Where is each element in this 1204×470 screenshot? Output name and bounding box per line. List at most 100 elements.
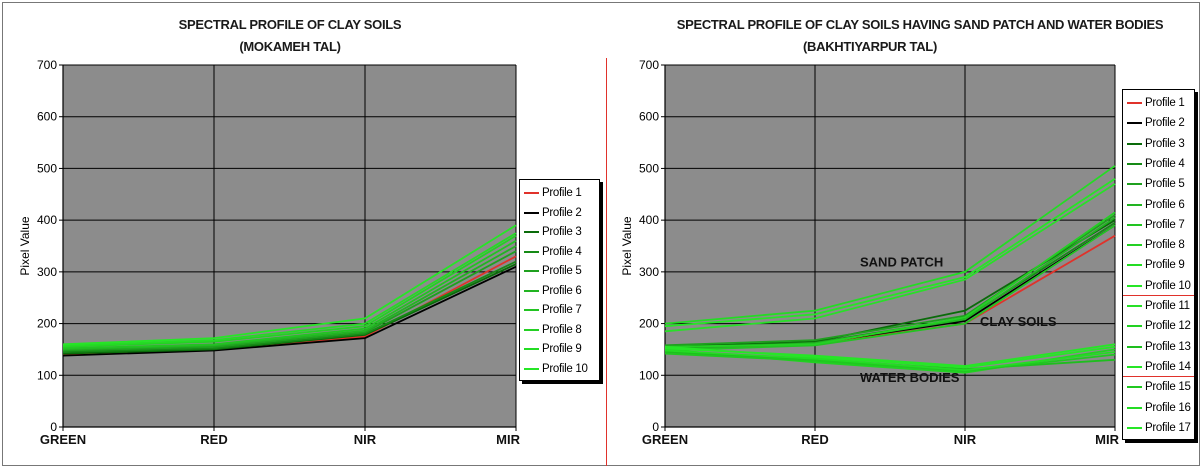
chart-2-legend-label: Profile 3 [1145,137,1185,150]
chart-1-legend: Profile 1 Profile 2 Profile 3 Profile 4 Prof… [519,179,600,381]
chart-1-ylabel: Pixel Value [18,216,32,275]
chart-1-legend-swatch [524,328,539,331]
chart-1-legend-item: Profile 5 [524,261,604,281]
chart-1-series-line-6 [62,245,517,351]
chart-1-legend-label: Profile 10 [542,362,588,375]
chart-2-tick-label-y: 500 [639,161,659,175]
chart-2-legend-label: Profile 9 [1145,259,1185,272]
chart-1-tick-label-x: GREEN [40,432,86,447]
chart-1-legend-item: Profile 2 [524,203,604,223]
chart-1-legend-swatch [524,289,539,292]
chart-1-legend-label: Profile 3 [542,226,582,238]
chart-1-legend-item: Profile 9 [524,339,604,359]
chart-2-legend-item: Profile 17 [1127,418,1204,438]
chart-1-legend-swatch [524,367,539,370]
chart-1-series-line-2 [62,265,517,357]
chart-2-series-line-7 [664,224,1116,352]
chart-2-legend-item: Profile 8 [1127,235,1204,255]
chart-2-legend-label: Profile 10 [1145,279,1191,292]
chart-divider [606,58,607,466]
chart-2-legend-swatch [1127,102,1142,104]
chart-1-legend-item: Profile 8 [524,320,604,340]
chart-1-legend-swatch [524,192,539,194]
chart-2-legend-label: Profile 13 [1145,340,1191,353]
chart-2-tick-label-x: MIR [1095,432,1119,447]
chart-1-legend-item: Profile 7 [524,300,604,320]
chart-2-legend-swatch [1127,365,1142,368]
chart-2-legend-item: Profile 2 [1127,113,1204,133]
chart-2-legend-swatch [1127,244,1142,247]
chart-1-tick-label-y: 600 [37,110,57,124]
chart-1-legend-label: Profile 4 [542,245,582,258]
chart-2-legend-label: Profile 11 [1145,300,1190,312]
chart-2-series-line-11 [664,183,1116,333]
chart-1-legend-item: Profile 10 [524,359,604,379]
chart-2-legend-item: Profile 14 [1127,357,1204,377]
chart-1-tick-label-y: 500 [37,161,57,175]
chart-2-legend-item: Profile 4 [1127,154,1204,174]
chart-2-legend-label: Profile 15 [1145,381,1191,394]
chart-1-legend-swatch [524,309,539,311]
chart-1-subtitle: (MOKAMEH TAL) [239,39,341,54]
chart-2-legend-swatch [1127,142,1142,145]
chart-2-tick-label-y: 0 [652,420,659,434]
chart-2-series-line-16 [664,349,1116,372]
chart-2-annotation: CLAY SOILS [980,314,1057,329]
chart-2-legend-swatch [1127,122,1142,125]
chart-1-legend-swatch [524,270,539,272]
chart-1-legend-label: Profile 9 [542,343,582,355]
chart-1-tick-label-y: 100 [37,368,57,382]
chart-1-legend-label: Profile 8 [542,323,582,336]
chart-1-tick-label-x: RED [200,432,227,447]
chart-2-legend-item: Profile 7 [1127,215,1204,235]
chart-2-legend-item: Profile 15 [1127,377,1204,397]
chart-1-series-line-8 [62,234,517,348]
chart-1-tick-label-y: 300 [37,265,57,279]
chart-1: 0 100 200 300 400 500 600 700 GREEN RED NIR MIR Pixe… [18,58,521,447]
chart-2-tick-label-y: 100 [639,368,659,382]
chart-2-legend-label: Profile 12 [1145,320,1191,333]
chart-1-legend-label: Profile 2 [542,206,582,219]
chart-2-tick-label-y: 400 [639,213,659,227]
chart-2-legend-swatch [1127,203,1142,206]
chart-2-series-line-17 [664,343,1116,367]
chart-1-series-line-9 [62,232,517,347]
chart-2-legend-swatch [1127,264,1142,267]
chart-2-annotation: WATER BODIES [860,370,960,385]
chart-1-tick-label-y: 0 [50,420,57,434]
chart-2-legend-swatch [1127,162,1142,165]
chart-2-legend-swatch [1127,325,1142,328]
chart-2-legend-item: Profile 6 [1127,195,1204,215]
chart-1-legend-swatch [524,211,539,214]
chart-2-legend-separator [1123,295,1194,296]
chart-2-legend-item: Profile 5 [1127,174,1204,194]
chart-1-legend-item: Profile 1 [524,183,604,203]
chart-2-annotation: SAND PATCH [860,255,943,270]
chart-1-legend-label: Profile 6 [542,284,582,297]
chart-2-legend-swatch [1127,284,1142,287]
chart-2-series-line-8 [664,211,1116,348]
chart-2-legend-label: Profile 5 [1145,178,1185,191]
chart-1-tick-label-y: 400 [37,213,57,227]
chart-2-ylabel: Pixel Value [620,216,634,275]
chart-2-legend-separator [1123,376,1194,378]
chart-2-legend-label: Profile 4 [1145,157,1185,170]
chart-2-tick-label-x: NIR [954,432,977,447]
chart-2-legend-label: Profile 1 [1145,97,1185,109]
chart-2-legend-swatch [1127,426,1142,429]
chart-1-tick-label-x: MIR [496,432,520,447]
chart-2-legend-swatch [1127,386,1142,389]
chart-1-series-line-4 [62,260,517,353]
chart-2-legend-item: Profile 13 [1127,337,1204,357]
chart-2-legend-label: Profile 6 [1145,198,1185,211]
chart-1-series-line-10 [62,224,517,346]
chart-2-legend-item: Profile 1 [1127,93,1204,113]
chart-2-series-line-9 [664,165,1116,325]
chart-1-tick-label-y: 700 [37,58,57,72]
chart-1-legend-swatch [524,250,539,253]
chart-1-legend-label: Profile 1 [542,187,582,199]
chart-1-legend-label: Profile 7 [542,304,582,316]
chart-1-title: SPECTRAL PROFILE OF CLAY SOILS [178,17,402,32]
chart-2-legend-swatch [1127,223,1142,226]
